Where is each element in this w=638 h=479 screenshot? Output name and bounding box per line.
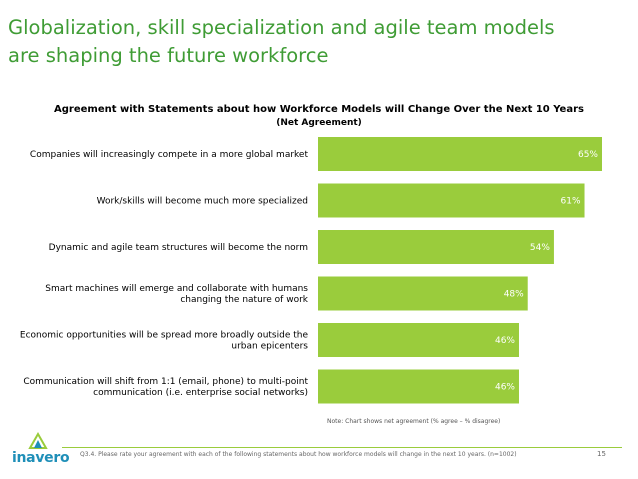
bar-6 bbox=[318, 369, 519, 404]
category-label-2: Work/skills will become much more specia… bbox=[97, 197, 308, 207]
bar-value-label-5: 46% bbox=[495, 336, 515, 346]
category-label-5: Economic opportunities will be spread mo… bbox=[20, 331, 309, 352]
slide-title: Globalization, skill specialization and … bbox=[8, 14, 628, 70]
bar-4 bbox=[318, 276, 528, 311]
category-label-4: Smart machines will emerge and collabora… bbox=[45, 284, 308, 305]
bar-value-label-2: 61% bbox=[561, 197, 581, 207]
bar-3 bbox=[318, 230, 554, 264]
category-label-line: Economic opportunities will be spread mo… bbox=[20, 331, 309, 341]
bar-value-label-6: 46% bbox=[495, 383, 515, 393]
category-label-line: changing the nature of work bbox=[180, 295, 308, 305]
chart-title: Agreement with Statements about how Work… bbox=[54, 104, 584, 115]
bar-value-label-4: 48% bbox=[504, 290, 524, 300]
category-label-line: Companies will increasingly compete in a… bbox=[30, 150, 309, 160]
category-label-3: Dynamic and agile team structures will b… bbox=[49, 243, 308, 253]
bar-chart: 65% Companies will increasingly compete i… bbox=[20, 137, 602, 404]
bar-2 bbox=[318, 183, 585, 218]
category-label-line: Communication will shift from 1:1 (email… bbox=[23, 377, 308, 387]
bar-value-label-3: 54% bbox=[530, 243, 550, 253]
category-label-1: Companies will increasingly compete in a… bbox=[30, 150, 309, 160]
footer-divider bbox=[62, 447, 622, 448]
slide-title-line-1: Globalization, skill specialization and … bbox=[8, 16, 555, 39]
chart-note: Note: Chart shows net agreement (% agree… bbox=[327, 418, 501, 425]
category-label-line: Dynamic and agile team structures will b… bbox=[49, 243, 308, 253]
slide-title-line-2: are shaping the future workforce bbox=[8, 44, 329, 67]
logo-text: inavero bbox=[12, 450, 70, 466]
category-label-6: Communication will shift from 1:1 (email… bbox=[23, 377, 308, 398]
footnote: Q3.4. Please rate your agreement with ea… bbox=[80, 451, 517, 458]
logo-mark-icon bbox=[28, 432, 48, 449]
bar-1 bbox=[318, 137, 602, 171]
page-number: 15 bbox=[597, 450, 606, 458]
bar-value-label-1: 65% bbox=[578, 150, 598, 160]
category-label-line: urban epicenters bbox=[231, 342, 308, 352]
category-label-line: Work/skills will become much more specia… bbox=[97, 197, 308, 207]
chart-subtitle: (Net Agreement) bbox=[276, 118, 362, 128]
inavero-logo: inavero bbox=[12, 432, 72, 468]
category-label-line: communication (i.e. enterprise social ne… bbox=[93, 388, 308, 398]
bar-5 bbox=[318, 323, 519, 357]
category-label-line: Smart machines will emerge and collabora… bbox=[45, 284, 308, 294]
